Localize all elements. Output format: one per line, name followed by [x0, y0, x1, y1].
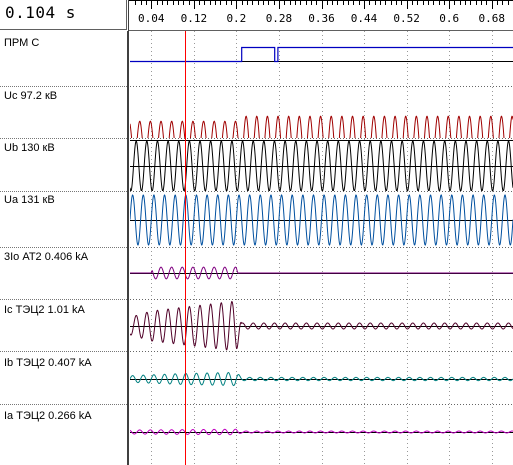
channel-separator: [0, 299, 127, 300]
waveform-trace: [130, 194, 513, 246]
digital-trace-prm: [130, 46, 513, 63]
time-tick-label: 0.28: [266, 12, 293, 25]
channel-label-panel: ПРМ С Uc 97.2 кВ Ub 130 кВ Ua 131 кВ 3Io…: [0, 31, 128, 465]
channel-label-uc[interactable]: Uc 97.2 кВ: [4, 90, 58, 102]
time-tick-label: 0.44: [351, 12, 378, 25]
channel-label-ib[interactable]: Ib ТЭЦ2 0.407 kA: [4, 357, 92, 369]
time-tick-label: 0.12: [181, 12, 208, 25]
channel-label-3io[interactable]: 3Io АТ2 0.406 kA: [4, 251, 89, 263]
channel-label-ua[interactable]: Ua 131 кВ: [4, 194, 55, 206]
channel-separator: [0, 191, 127, 192]
plot-grid: [130, 31, 513, 465]
channel-separator: [0, 86, 127, 87]
time-tick-label: 0.04: [138, 12, 165, 25]
channel-label-prm[interactable]: ПРМ С: [4, 37, 40, 49]
waveform-trace: [130, 372, 513, 387]
time-readout: 0.104 s: [0, 0, 127, 30]
channel-separator: [0, 247, 127, 248]
channel-separator: [0, 351, 127, 352]
waveform-trace: [130, 266, 513, 280]
waveform-trace: [130, 300, 513, 351]
waveform-trace: [130, 115, 513, 138]
time-tick-label: 0.68: [478, 12, 505, 25]
channel-label-ia[interactable]: Ia ТЭЦ2 0.266 kA: [4, 410, 92, 422]
time-tick-label: 0.36: [308, 12, 335, 25]
time-tick-label: 0.2: [226, 12, 246, 25]
waveform-trace: [130, 140, 513, 191]
time-ruler-background: [128, 0, 513, 30]
time-tick-label: 0.52: [393, 12, 420, 25]
channel-label-ub[interactable]: Ub 130 кВ: [4, 142, 55, 154]
waveform-trace: [130, 428, 513, 436]
time-tick-label: 0.6: [439, 12, 459, 25]
channel-separator: [0, 138, 127, 139]
time-readout-value: 0.104 s: [5, 3, 76, 22]
channel-label-ic[interactable]: Ic ТЭЦ2 1.01 kA: [4, 304, 85, 316]
channel-separator: [0, 404, 127, 405]
